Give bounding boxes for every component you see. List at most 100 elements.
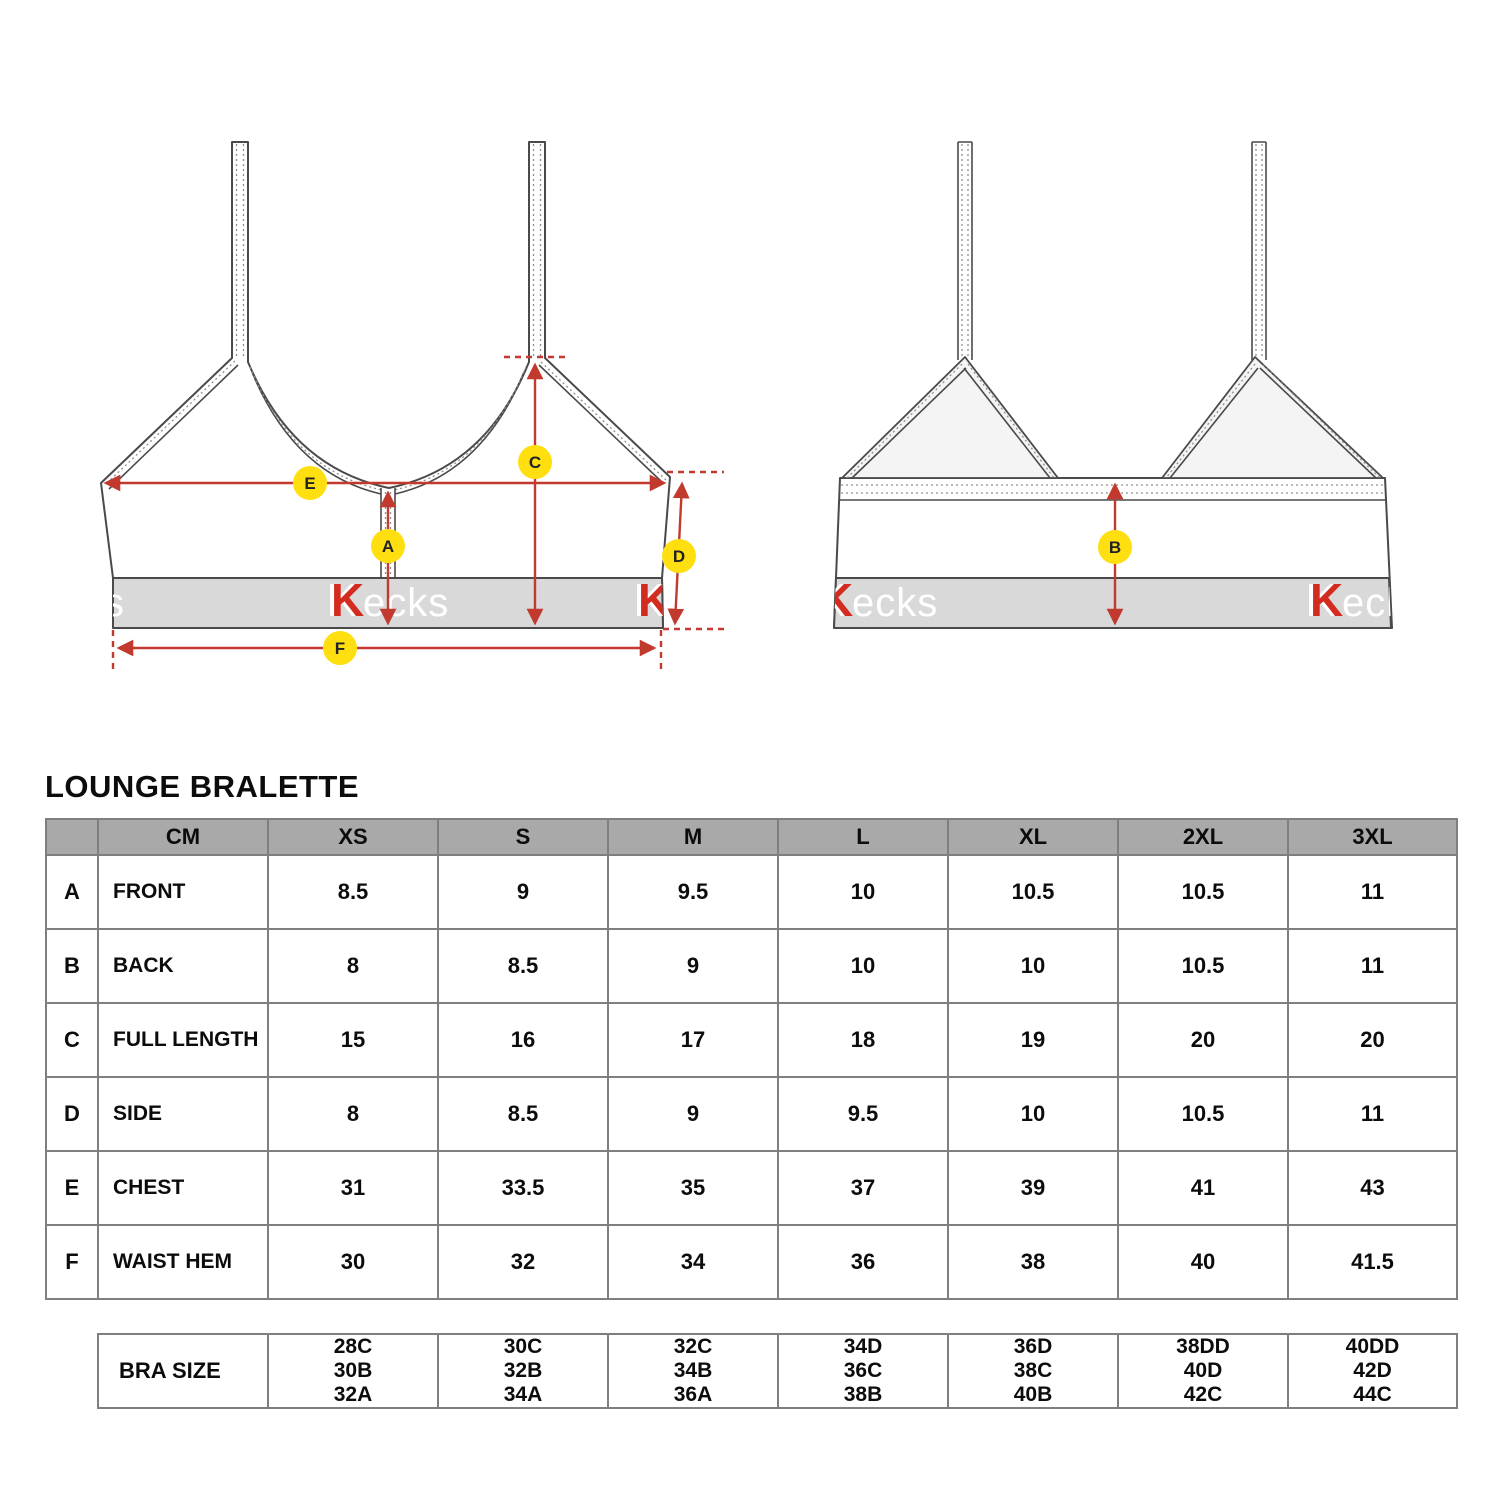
kecks-logo-back-left-partial: K K ecks (816, 574, 937, 626)
measure-label-B: B (1098, 530, 1132, 564)
bra-size-cell-m: 32C 34B 36A (607, 1333, 779, 1409)
svg-text:K: K (1310, 574, 1343, 626)
svg-text:ecks: ecks (670, 581, 756, 625)
kecks-logo-front-right-partial: K K ecks (634, 574, 756, 626)
unit-header-cell: CM (97, 818, 269, 856)
row-letter: D (45, 1076, 99, 1152)
size-cell: 38 (947, 1224, 1119, 1300)
col-header-l: L (777, 818, 949, 856)
row-name: WAIST HEM (97, 1224, 269, 1300)
size-cell: 17 (607, 1002, 779, 1078)
table-row-chest: E CHEST 31 33.5 35 37 39 41 43 (45, 1150, 1458, 1226)
size-cell: 9 (437, 854, 609, 930)
col-header-xs: XS (267, 818, 439, 856)
measure-label-E: E (293, 466, 327, 500)
size-cell: 34 (607, 1224, 779, 1300)
size-cell: 36 (777, 1224, 949, 1300)
row-letter: A (45, 854, 99, 930)
size-cell: 35 (607, 1150, 779, 1226)
svg-text:B: B (1109, 538, 1121, 557)
svg-text:ecks: ecks (1342, 581, 1428, 625)
svg-text:ecks: ecks (363, 581, 449, 625)
measure-label-D: D (662, 539, 696, 573)
size-cell: 9 (607, 1076, 779, 1152)
svg-text:F: F (335, 639, 345, 658)
svg-text:K: K (634, 574, 667, 626)
row-name: FULL LENGTH (97, 1002, 269, 1078)
kecks-logo-front-left-partial: ks (113, 581, 124, 625)
size-cell: 18 (777, 1002, 949, 1078)
table-row-waist-hem: F WAIST HEM 30 32 34 36 38 40 41.5 (45, 1224, 1458, 1300)
svg-text:K: K (1306, 574, 1339, 626)
back-right-cup (1161, 356, 1384, 479)
size-cell: 10.5 (1117, 854, 1289, 930)
size-cell: 11 (1287, 854, 1458, 930)
size-cell: 43 (1287, 1150, 1458, 1226)
front-view: ks K K ecks K K ecks (100, 141, 756, 629)
size-cell: 10.5 (1117, 928, 1289, 1004)
size-cell: 33.5 (437, 1150, 609, 1226)
svg-text:K: K (638, 574, 671, 626)
size-cell: 8 (267, 1076, 439, 1152)
svg-text:D: D (673, 547, 685, 566)
size-cell: 15 (267, 1002, 439, 1078)
svg-text:K: K (327, 574, 360, 626)
row-letter: B (45, 928, 99, 1004)
size-cell: 11 (1287, 928, 1458, 1004)
size-cell: 10.5 (1117, 1076, 1289, 1152)
bra-size-cell-xl: 36D 38C 40B (947, 1333, 1119, 1409)
row-letter: F (45, 1224, 99, 1300)
bra-size-row: BRA SIZE 28C 30B 32A 30C 32B 34A 32C 34B… (97, 1333, 1458, 1409)
size-cell: 8 (267, 928, 439, 1004)
size-cell: 16 (437, 1002, 609, 1078)
page-title: LOUNGE BRALETTE (45, 769, 360, 804)
bra-size-cell-l: 34D 36C 38B (777, 1333, 949, 1409)
size-cell: 40 (1117, 1224, 1289, 1300)
kecks-logo-front-center: K K ecks (327, 574, 449, 626)
size-cell: 8.5 (267, 854, 439, 930)
col-header-m: M (607, 818, 779, 856)
corner-cell (45, 818, 99, 856)
row-name: BACK (97, 928, 269, 1004)
bra-size-cell-s: 30C 32B 34A (437, 1333, 609, 1409)
svg-text:K: K (820, 574, 853, 626)
svg-text:E: E (304, 474, 315, 493)
bralette-measurement-diagram: ks K K ecks K K ecks (100, 141, 1428, 674)
size-table-header-row: CM XS S M L XL 2XL 3XL (45, 818, 1458, 856)
size-cell: 10 (777, 854, 949, 930)
bra-size-cell-2xl: 38DD 40D 42C (1117, 1333, 1289, 1409)
bra-size-cell-xs: 28C 30B 32A (267, 1333, 439, 1409)
col-header-2xl: 2XL (1117, 818, 1289, 856)
size-cell: 39 (947, 1150, 1119, 1226)
size-cell: 9.5 (777, 1076, 949, 1152)
back-straps (957, 141, 1267, 360)
col-header-xl: XL (947, 818, 1119, 856)
row-letter: E (45, 1150, 99, 1226)
size-cell: 11 (1287, 1076, 1458, 1152)
svg-text:K: K (816, 574, 849, 626)
size-cell: 10 (947, 1076, 1119, 1152)
front-strap-stitching (235, 144, 542, 356)
row-name: FRONT (97, 854, 269, 930)
row-letter: C (45, 1002, 99, 1078)
svg-text:C: C (529, 453, 541, 472)
size-cell: 8.5 (437, 1076, 609, 1152)
bra-size-table: BRA SIZE 28C 30B 32A 30C 32B 34A 32C 34B… (97, 1333, 1458, 1409)
size-cell: 41 (1117, 1150, 1289, 1226)
size-table: CM XS S M L XL 2XL 3XL A FRONT 8.5 9 9.5… (45, 818, 1458, 1300)
size-cell: 32 (437, 1224, 609, 1300)
size-cell: 20 (1287, 1002, 1458, 1078)
col-header-s: S (437, 818, 609, 856)
size-cell: 37 (777, 1150, 949, 1226)
table-row-back: B BACK 8 8.5 9 10 10 10.5 11 (45, 928, 1458, 1004)
size-cell: 41.5 (1287, 1224, 1458, 1300)
table-row-side: D SIDE 8 8.5 9 9.5 10 10.5 11 (45, 1076, 1458, 1152)
kecks-logo-back-right-partial: K K ecks (1306, 574, 1428, 626)
svg-text:K: K (331, 574, 364, 626)
bra-size-label: BRA SIZE (97, 1333, 269, 1409)
size-cell: 10 (947, 928, 1119, 1004)
bra-size-cell-3xl: 40DD 42D 44C (1287, 1333, 1458, 1409)
size-cell: 31 (267, 1150, 439, 1226)
size-cell: 9 (607, 928, 779, 1004)
measure-label-C: C (518, 445, 552, 479)
